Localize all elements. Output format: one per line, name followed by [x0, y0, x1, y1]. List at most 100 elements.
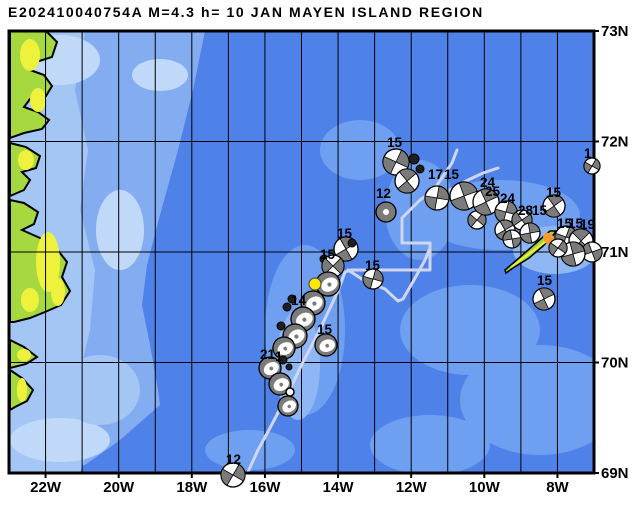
latitude-label: 72N — [601, 134, 629, 151]
greenland-highland — [21, 288, 39, 312]
latitude-label: 73N — [601, 23, 629, 40]
depth-label: 19 — [580, 217, 595, 232]
focal-mechanism-beachball — [272, 336, 296, 360]
focal-mechanism-beachball — [502, 229, 522, 249]
longitude-label: 10W — [469, 479, 501, 496]
beachball-compression-quadrants — [544, 194, 564, 218]
longitude-label: 12W — [396, 479, 428, 496]
beachball-compression-quadrants — [450, 181, 478, 211]
depth-label: 12 — [376, 186, 391, 201]
beachball-center-dot — [283, 346, 288, 351]
jan-mayen-ridge — [510, 239, 549, 268]
bathymetry-patch — [460, 345, 594, 455]
beachball-tiny — [285, 363, 293, 371]
beachball-compression-quadrants — [583, 158, 601, 174]
beachball-center-dot — [279, 382, 284, 387]
bathymetry-patch — [205, 430, 295, 470]
focal-mechanism-beachball — [415, 164, 425, 174]
beachball-tiny — [408, 153, 420, 165]
depth-label: 15 — [365, 258, 381, 273]
focal-mechanism-beachball — [494, 200, 518, 224]
depth-label: 14 — [291, 293, 307, 308]
longitude-label: 16W — [250, 479, 282, 496]
bathymetry-patch — [10, 418, 110, 462]
depth-label: 15 — [387, 135, 403, 150]
depth-label: 15 — [444, 167, 460, 182]
latitude-label: 70N — [601, 355, 629, 372]
focal-mechanism-beachball — [519, 222, 541, 244]
beachball-compression-quadrants — [382, 149, 410, 175]
depth-label: 15 — [568, 216, 584, 231]
focal-mechanism-beachball — [583, 157, 601, 175]
focal-mechanism-beachball — [278, 355, 288, 365]
beachball-compression-quadrants — [548, 240, 568, 256]
greenland-highland — [51, 278, 65, 306]
depth-label: 1 — [275, 349, 283, 364]
bathymetry-patch — [132, 59, 188, 91]
beachball-compression-quadrants — [519, 222, 541, 244]
beachball-center-dot — [287, 404, 291, 409]
beachball-tiny — [282, 302, 292, 312]
beachball-compression-quadrants — [424, 185, 450, 211]
bathymetry-patch — [320, 120, 400, 180]
depth-label: 15 — [317, 322, 333, 337]
beachball-tiny — [347, 238, 357, 248]
focal-mechanism-beachball — [548, 238, 568, 258]
beachball-small-ring — [285, 387, 295, 397]
focal-mechanism-beachball — [375, 201, 397, 223]
beachball-center-dot — [325, 343, 330, 348]
focal-mechanism-beachball — [449, 181, 479, 211]
beachball-compression-quadrants — [397, 168, 417, 194]
focal-mechanism-beachball — [268, 372, 292, 396]
beachball-tiny — [415, 164, 425, 174]
depth-label: 15 — [532, 203, 548, 218]
depth-label: 25 — [485, 184, 501, 199]
beachball-tiny — [276, 321, 286, 331]
map-title: E202410040754A M=4.3 h= 10 JAN MAYEN ISL… — [8, 4, 484, 20]
bathymetry-patch — [96, 190, 144, 270]
beachball-compression-quadrants — [362, 268, 384, 290]
focal-mechanism-beachball — [542, 194, 566, 218]
depth-label: 12 — [226, 452, 241, 467]
beachball-tiny — [287, 294, 297, 304]
depth-label: 24 — [500, 191, 516, 206]
depth-label: 15 — [537, 273, 553, 288]
depth-label: 28 — [518, 203, 534, 218]
longitude-label: 22W — [30, 479, 62, 496]
greenland-highland — [30, 88, 46, 112]
depth-label: 17 — [428, 167, 443, 182]
beachball-center-dot — [383, 209, 389, 215]
focal-mechanism-beachball — [394, 168, 420, 194]
depth-label: 15 — [320, 247, 336, 262]
beachball-compression-quadrants — [473, 188, 499, 216]
latitude-label: 71N — [601, 244, 629, 261]
focal-mechanism-beachball — [276, 321, 286, 331]
focal-mechanism-beachball — [382, 148, 410, 176]
focal-mechanism-beachball — [532, 287, 556, 311]
longitude-label: 18W — [176, 479, 208, 496]
depth-label: 21 — [260, 347, 276, 362]
beachball-center-dot — [269, 366, 274, 371]
depth-label: 15 — [557, 216, 573, 231]
focal-mechanism-beachball — [408, 153, 420, 165]
longitude-label: 8W — [546, 479, 569, 496]
focal-mechanism-beachball — [315, 271, 341, 297]
focal-mechanism-beachball — [472, 188, 500, 216]
greenland-highland — [18, 150, 34, 170]
event-epicenter-marker — [308, 277, 322, 291]
focal-mechanism-beachball — [424, 185, 450, 211]
bathymetry-patch — [60, 355, 140, 425]
focal-mechanism-beachball — [285, 363, 293, 371]
focal-mechanism-beachball — [287, 294, 297, 304]
beachball-tiny — [278, 355, 288, 365]
depth-label: 15 — [337, 226, 353, 241]
depth-label: 1 — [584, 146, 592, 161]
longitude-label: 14W — [323, 479, 355, 496]
beachball-center-dot — [302, 317, 307, 322]
focal-mechanism-beachball — [277, 395, 299, 417]
map-interior — [9, 31, 594, 473]
beachball-center-dot — [327, 282, 332, 287]
bathymetry-patch — [370, 415, 490, 473]
